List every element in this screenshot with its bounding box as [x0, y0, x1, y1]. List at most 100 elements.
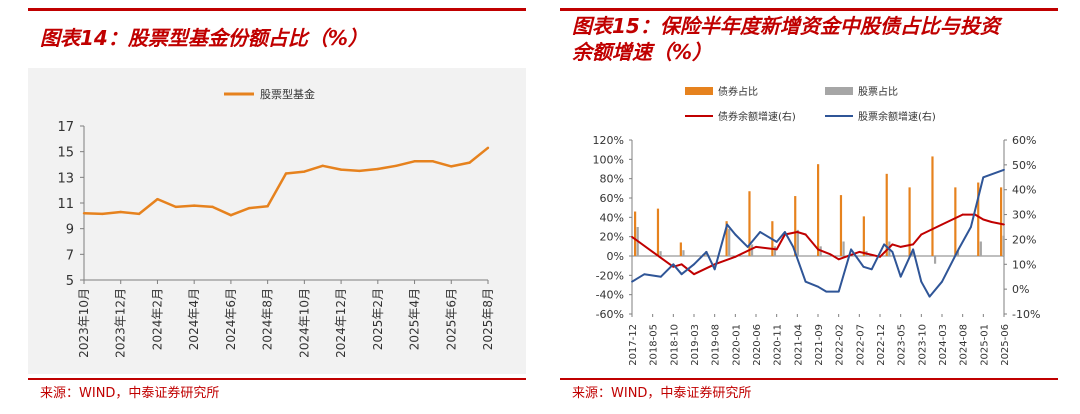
data-point-stock-fund	[431, 160, 435, 163]
right-x-tick-label: 2020-06	[752, 324, 763, 366]
series-line-stock-growth-point	[693, 263, 695, 266]
series-line-stock-growth-point	[1003, 168, 1005, 171]
series-line-bond-growth-point	[734, 255, 737, 258]
legend-label-bond-growth: 债券余额增速(右)	[718, 110, 796, 123]
series-line-stock-growth-point	[941, 280, 943, 283]
series-line-stock-growth-point	[883, 243, 886, 246]
bar-bond-share	[839, 195, 843, 256]
right-chart-title-line2: 余额增速（%）	[572, 40, 713, 64]
right-source-note: 来源：WIND，中泰证券研究所	[572, 386, 752, 401]
bar-stock-share	[956, 251, 960, 256]
series-line-stock-growth-point	[759, 231, 762, 233]
right-right-y-tick-label: -10%	[1012, 308, 1040, 321]
right-x-tick-label: 2024-03	[938, 324, 949, 366]
left-x-tick-label: 2025年4月	[408, 288, 422, 350]
left-chart-title: 图表14：股票型基金份额占比（%）	[40, 26, 368, 50]
right-right-y-tick-label: 10%	[1012, 258, 1036, 271]
series-line-bond-growth-point	[693, 273, 695, 276]
series-line-stock-growth-point	[899, 275, 902, 278]
right-x-tick-label: 2020-11	[773, 324, 784, 366]
series-line-bond-growth-point	[755, 245, 757, 248]
series-line-stock-growth-point	[837, 290, 840, 293]
data-point-stock-fund	[266, 205, 269, 208]
series-line-stock-growth-point	[850, 248, 852, 251]
series-line-stock-growth-point	[660, 275, 662, 278]
right-panel: 图表15：保险半年度新增资金中股债占比与投资 余额增速（%） 债券占比 股票占比债…	[560, 0, 1080, 414]
left-x-tick-label: 2025年2月	[371, 288, 385, 350]
bar-stock-share	[911, 253, 914, 256]
right-x-tick-label: 2023-10	[917, 324, 928, 366]
data-point-stock-fund	[376, 167, 380, 171]
right-x-tick-label: 2019-03	[690, 324, 701, 366]
right-right-y-tick-label: 0%	[1012, 283, 1029, 296]
bar-stock-share	[842, 241, 845, 256]
bar-stock-share	[979, 241, 982, 256]
right-left-y-tick-label: -60%	[596, 308, 624, 321]
right-right-y-tick-label: 50%	[1012, 159, 1036, 172]
right-x-tick-label: 2018-05	[649, 324, 660, 366]
series-line-bond-growth-point	[804, 233, 807, 236]
left-line-chart: 股票型基金 5 7 9 11 13 15 17 2023年10月 2023年12月 2024年2月 2…	[57, 87, 495, 358]
series-line-bond-growth-point	[990, 221, 993, 223]
series-line-bond-growth-point	[651, 250, 654, 253]
right-title-rule	[560, 8, 1058, 11]
bar-bond-share	[679, 242, 682, 256]
data-point-stock-fund	[413, 160, 416, 163]
right-left-y-tick-label: -20%	[596, 269, 624, 282]
series-line-stock-growth-point	[680, 273, 683, 276]
right-x-tick-label: 2025-06	[1000, 324, 1011, 366]
legend-swatch-bond-share	[685, 87, 713, 95]
right-x-tick-label: 2020-01	[731, 324, 742, 366]
left-x-tick-label: 2024年2月	[150, 288, 164, 350]
series-line-stock-growth-point	[792, 245, 795, 248]
bar-bond-share	[862, 216, 865, 256]
series-line-stock-growth-point	[920, 280, 923, 283]
data-point-stock-fund	[192, 204, 196, 207]
left-x-tick-label: 2024年6月	[224, 288, 238, 350]
series-line-stock-growth-point	[734, 233, 737, 236]
right-x-tick-label: 2021-09	[814, 324, 825, 366]
series-line-bond-growth-point	[1003, 223, 1005, 226]
series-line-bond-growth-point	[680, 263, 683, 266]
series-line-stock-growth-point	[672, 263, 675, 266]
left-y-tick-label: 7	[66, 248, 74, 263]
bar-bond-share	[794, 196, 797, 256]
left-y-tick-label: 5	[66, 274, 74, 289]
right-x-tick-label: 2017-12	[628, 324, 639, 366]
right-x-tick-label: 2023-05	[897, 324, 908, 366]
data-point-stock-fund	[394, 164, 398, 167]
data-point-stock-fund	[303, 170, 306, 173]
bar-bond-share	[1000, 187, 1003, 256]
bar-bond-share	[908, 187, 911, 256]
data-point-stock-fund	[137, 212, 141, 216]
series-line-stock-growth-point	[746, 245, 749, 248]
right-right-y-tick-label: 20%	[1012, 233, 1036, 246]
data-point-stock-fund	[211, 205, 214, 209]
series-line-stock-growth-point	[970, 226, 972, 228]
left-y-tick-label: 17	[57, 120, 74, 135]
data-point-stock-fund	[174, 205, 178, 209]
series-line-bond-growth-point	[920, 233, 923, 236]
bar-bond-share	[885, 173, 888, 256]
left-y-tick-label: 15	[57, 146, 74, 161]
left-y-tick-label: 13	[57, 171, 74, 186]
data-point-stock-fund	[358, 169, 361, 173]
bar-bond-share	[725, 221, 728, 256]
series-line-bond-growth-point	[796, 231, 799, 233]
left-x-tick-label: 2025年6月	[444, 288, 458, 350]
right-right-y-tick-label: 60%	[1012, 134, 1036, 147]
series-line-bond-growth-point	[879, 255, 881, 258]
series-line-bond-growth-point	[891, 243, 894, 246]
series-line-stock-growth-point	[775, 241, 778, 243]
bar-stock-share	[728, 228, 731, 256]
right-left-y-tick-label: 60%	[600, 192, 624, 205]
series-line-bond-growth-point	[912, 243, 914, 246]
right-x-tick-label: 2025-01	[979, 324, 990, 366]
left-bottom-rule	[28, 378, 526, 380]
series-line-bond-growth-point	[829, 253, 832, 256]
right-left-y-tick-label: 20%	[600, 231, 624, 244]
data-point-stock-fund	[468, 161, 471, 164]
series-line-stock-growth-point	[891, 250, 894, 253]
right-left-y-tick-label: 80%	[600, 173, 624, 186]
